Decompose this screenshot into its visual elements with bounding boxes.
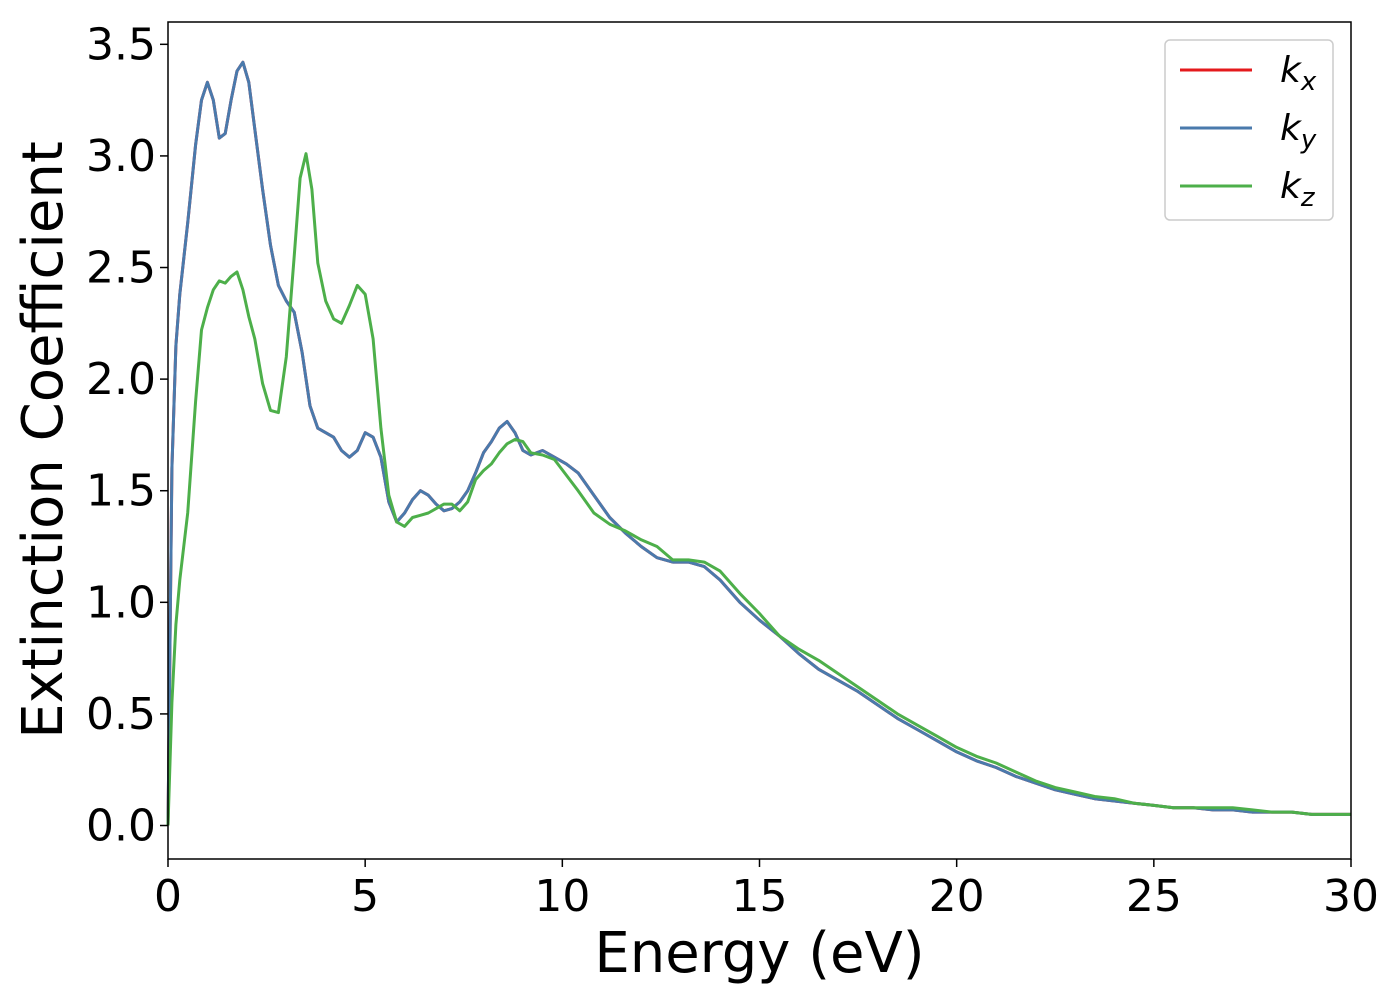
series-line-z — [166, 152, 1351, 826]
y-tick-label: 2.5 — [86, 243, 156, 294]
x-tick-label: 15 — [732, 871, 788, 922]
x-tick-label: 30 — [1323, 871, 1379, 922]
y-tick-label: 3.0 — [86, 131, 156, 182]
y-tick-label: 3.5 — [86, 19, 156, 70]
x-tick-label: 20 — [929, 871, 985, 922]
y-axis-title: Extinction Coefficient — [11, 141, 76, 739]
y-tick-label: 1.5 — [86, 466, 156, 517]
y-tick-label: 1.0 — [86, 577, 156, 628]
legend-box — [1164, 39, 1334, 221]
plot-background — [168, 22, 1351, 859]
x-tick-label: 25 — [1126, 871, 1182, 922]
x-axis: 0 5 10 15 20 25 30 — [154, 859, 1379, 922]
x-axis-title: Energy (eV) — [594, 921, 924, 986]
x-tick-label: 5 — [351, 871, 379, 922]
y-tick-label: 0.0 — [86, 801, 156, 852]
series-layer — [166, 60, 1351, 826]
y-tick-label: 0.5 — [86, 689, 156, 740]
y-tick-label: 2.0 — [86, 354, 156, 405]
x-tick-label: 0 — [154, 871, 182, 922]
series-line-y — [166, 60, 1351, 826]
y-axis: 0.0 0.5 1.0 1.5 2.0 2.5 3.0 3.5 — [86, 19, 168, 852]
x-tick-label: 10 — [534, 871, 590, 922]
legend-label-y: ky — [1280, 108, 1317, 155]
